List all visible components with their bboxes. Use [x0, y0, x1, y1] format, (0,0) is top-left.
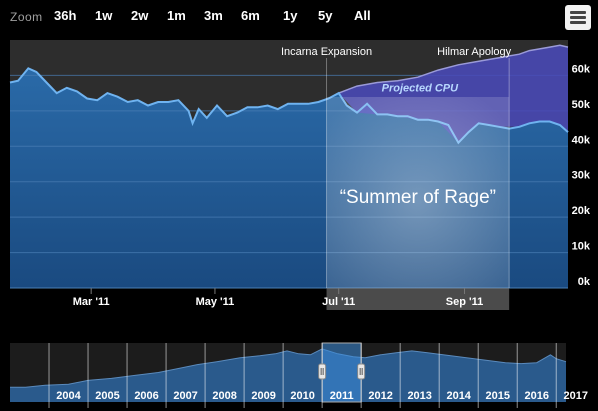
y-tick-label: 30k — [572, 170, 591, 182]
navigator-year-label: 2007 — [173, 390, 197, 402]
navigator-year-label: 2006 — [134, 390, 158, 402]
navigator-year-label: 2015 — [485, 390, 509, 402]
navigator-year-label: 2009 — [251, 390, 275, 402]
y-tick-label: 40k — [572, 134, 591, 146]
navigator-year-label: 2017 — [564, 390, 588, 402]
zoom-2w-button[interactable]: 2w — [131, 8, 149, 23]
y-tick-label: 50k — [572, 99, 591, 111]
projected-cpu-area — [338, 45, 568, 143]
navigator-handle-left[interactable] — [318, 363, 327, 380]
zoom-1y-button[interactable]: 1y — [283, 8, 298, 23]
zoom-3m-button[interactable]: 3m — [204, 8, 223, 23]
navigator-year-label: 2012 — [368, 390, 392, 402]
y-tick-label: 20k — [572, 205, 591, 217]
navigator-year-label: 2008 — [212, 390, 236, 402]
zoom-5y-button[interactable]: 5y — [318, 8, 333, 23]
navigator-year-label: 2004 — [56, 390, 81, 402]
hilmar-annotation: Hilmar Apology — [437, 46, 511, 58]
menu-icon[interactable] — [565, 5, 591, 30]
zoom-label: Zoom — [10, 10, 43, 24]
navigator-year-label: 2016 — [524, 390, 548, 402]
range-selector: Zoom 36h 1w 2w 1m 3m 6m 1y 5y All — [0, 0, 598, 34]
y-tick-label: 10k — [572, 241, 591, 253]
zoom-all-button[interactable]: All — [354, 8, 371, 23]
x-tick-label: Mar '11 — [73, 296, 110, 308]
navigator-year-label: 2005 — [95, 390, 119, 402]
zoom-36h-button[interactable]: 36h — [54, 8, 77, 23]
zoom-1m-button[interactable]: 1m — [167, 8, 186, 23]
projected-cpu-label: Projected CPU — [382, 82, 459, 94]
band-label: “Summer of Rage” — [340, 187, 496, 208]
projected-cpu-line — [338, 44, 569, 94]
summer-of-rage-band — [326, 97, 510, 288]
navigator-year-label: 2013 — [407, 390, 431, 402]
navigator-series — [10, 348, 566, 402]
navigator-selection[interactable] — [321, 342, 362, 403]
band-axis-highlight — [326, 288, 510, 310]
navigator-handle-right[interactable] — [357, 363, 366, 380]
x-tick-label: May '11 — [196, 296, 235, 308]
x-tick-label: Jul '11 — [322, 296, 355, 308]
zoom-1w-button[interactable]: 1w — [95, 8, 113, 23]
navigator-year-label: 2011 — [330, 390, 354, 402]
zoom-6m-button[interactable]: 6m — [241, 8, 260, 23]
incarna-annotation: Incarna Expansion — [281, 46, 372, 58]
x-tick-label: Sep '11 — [446, 296, 483, 308]
y-tick-label: 60k — [572, 63, 591, 75]
navigator-year-label: 2014 — [446, 390, 471, 402]
navigator-year-label: 2010 — [290, 390, 314, 402]
y-tick-label: 0k — [578, 276, 591, 288]
